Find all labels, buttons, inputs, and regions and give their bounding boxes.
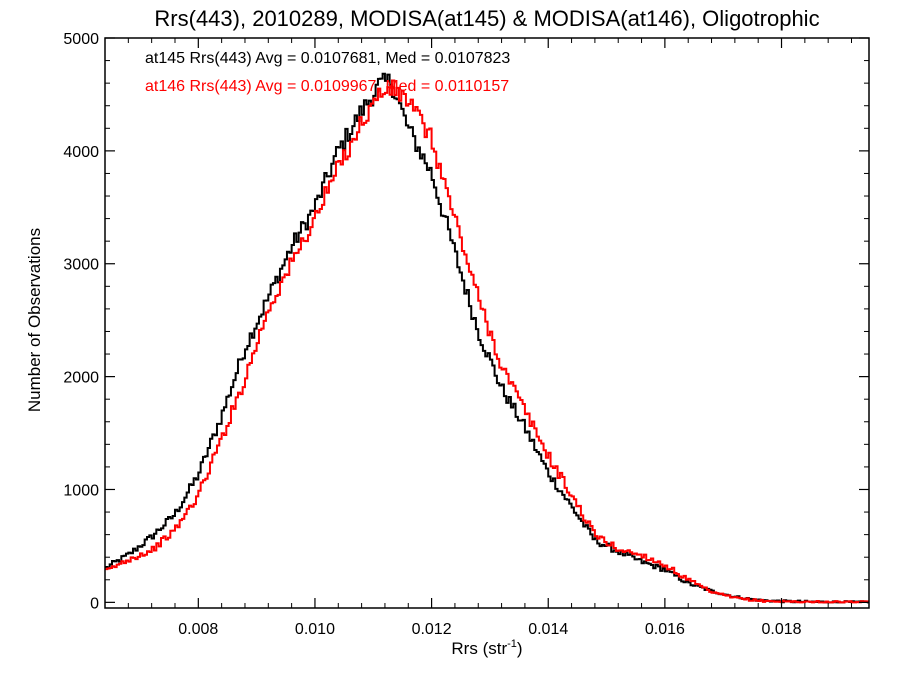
series-line-at145	[105, 72, 869, 604]
x-tick-label: 0.014	[528, 621, 568, 638]
x-axis-label-close: )	[517, 639, 523, 658]
y-tick-label: 1000	[63, 482, 99, 499]
y-tick-label: 5000	[63, 31, 99, 48]
annotation-at146: at146 Rrs(443) Avg = 0.0109967, Med = 0.…	[145, 78, 509, 95]
chart-title: Rrs(443), 2010289, MODISA(at145) & MODIS…	[154, 6, 819, 31]
y-tick-label: 3000	[63, 257, 99, 274]
series-line-at146	[105, 79, 869, 604]
x-tick-label: 0.010	[295, 621, 335, 638]
x-axis-label: Rrs (str-1)	[451, 638, 522, 658]
x-tick-label: 0.018	[761, 621, 801, 638]
plot-frame	[104, 37, 870, 609]
x-tick-label: 0.016	[645, 621, 685, 638]
y-tick-label: 0	[90, 595, 99, 612]
y-axis-label: Number of Observations	[25, 228, 44, 412]
y-tick-label: 4000	[63, 144, 99, 161]
x-axis-label-main: Rrs (str	[451, 639, 507, 658]
x-tick-label: 0.012	[412, 621, 452, 638]
x-tick-label: 0.008	[178, 621, 218, 638]
y-tick-label: 2000	[63, 370, 99, 387]
x-axis-label-exponent: -1	[507, 638, 517, 650]
series-layer	[105, 72, 869, 604]
annotation-at145: at145 Rrs(443) Avg = 0.0107681, Med = 0.…	[145, 50, 510, 67]
axis-layer: 0.008 0.010 0.012 0.014 0.016 0.018 0 1000 2000 3…	[63, 31, 869, 638]
